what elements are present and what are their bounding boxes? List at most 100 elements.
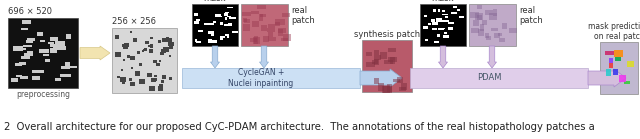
Bar	[166, 37, 169, 39]
Bar	[495, 33, 500, 38]
Bar	[252, 21, 259, 27]
Bar	[51, 37, 58, 41]
Bar	[627, 61, 634, 67]
Bar	[39, 49, 49, 53]
Bar	[150, 46, 153, 48]
FancyArrow shape	[211, 46, 220, 68]
Bar	[65, 62, 70, 67]
Bar	[600, 42, 638, 94]
Bar	[490, 13, 497, 20]
Bar	[449, 22, 454, 24]
Bar	[112, 28, 177, 93]
Bar	[136, 71, 140, 76]
Bar	[257, 5, 266, 9]
FancyArrow shape	[80, 46, 110, 60]
Bar	[484, 33, 489, 39]
Bar	[486, 36, 492, 40]
Bar	[50, 44, 59, 47]
Bar	[17, 75, 22, 77]
Bar	[158, 40, 161, 43]
Bar	[480, 24, 484, 31]
Bar	[192, 4, 238, 46]
Bar	[122, 82, 125, 84]
Bar	[453, 6, 456, 8]
Bar	[431, 19, 435, 22]
Bar	[365, 62, 376, 67]
Bar	[121, 69, 123, 71]
Bar	[220, 22, 223, 25]
Text: synthesis patch: synthesis patch	[354, 30, 420, 39]
Bar	[374, 59, 379, 65]
Bar	[160, 52, 164, 55]
Bar	[268, 37, 276, 41]
Bar	[362, 40, 412, 92]
Bar	[451, 12, 457, 14]
Bar	[433, 9, 436, 12]
Bar	[374, 78, 380, 84]
Bar	[143, 48, 147, 51]
Bar	[20, 56, 30, 59]
Bar	[615, 57, 621, 61]
Bar	[130, 82, 136, 86]
Bar	[36, 70, 44, 73]
Bar	[12, 78, 19, 82]
Bar	[50, 48, 58, 53]
Bar	[149, 86, 155, 91]
Bar	[471, 28, 479, 33]
Bar	[394, 79, 399, 82]
Bar	[168, 77, 172, 80]
Bar	[162, 38, 168, 42]
Bar	[442, 10, 445, 12]
Bar	[139, 79, 145, 84]
Bar	[142, 80, 145, 83]
Bar	[123, 44, 128, 49]
Bar	[133, 39, 137, 42]
Bar	[440, 28, 445, 29]
Bar	[442, 20, 449, 22]
Text: real
patch: real patch	[291, 6, 315, 25]
Bar	[390, 57, 395, 64]
Bar	[150, 37, 153, 39]
Bar	[157, 86, 163, 91]
Bar	[15, 63, 22, 66]
Bar	[129, 31, 132, 33]
Bar	[243, 12, 251, 16]
Bar	[243, 18, 247, 22]
Bar	[225, 17, 227, 20]
Bar	[19, 62, 26, 65]
Bar	[213, 21, 216, 23]
Bar	[432, 28, 437, 30]
Text: PDAM: PDAM	[477, 74, 501, 83]
Bar	[63, 74, 70, 77]
Bar	[423, 26, 428, 29]
Bar	[434, 41, 439, 44]
Bar	[225, 24, 229, 26]
FancyArrow shape	[259, 46, 269, 68]
Bar	[613, 69, 618, 75]
Bar	[229, 18, 236, 19]
Bar	[130, 56, 134, 60]
Bar	[58, 43, 64, 47]
Bar	[251, 11, 259, 14]
Bar	[442, 35, 449, 38]
Bar	[225, 13, 228, 16]
Bar	[253, 37, 260, 44]
Bar	[117, 76, 120, 78]
Bar	[605, 51, 614, 55]
Bar	[232, 31, 237, 33]
Bar	[436, 34, 440, 37]
Bar	[374, 55, 381, 59]
Bar	[469, 4, 516, 46]
Bar	[228, 23, 232, 26]
FancyArrow shape	[438, 46, 447, 68]
Bar	[227, 7, 233, 8]
Bar	[124, 43, 129, 47]
Bar	[483, 19, 487, 25]
Bar	[227, 16, 231, 17]
Bar	[139, 63, 143, 66]
Bar	[268, 23, 275, 28]
Bar	[154, 75, 157, 77]
Bar	[32, 70, 41, 73]
Bar	[221, 36, 225, 38]
Bar	[470, 12, 479, 18]
